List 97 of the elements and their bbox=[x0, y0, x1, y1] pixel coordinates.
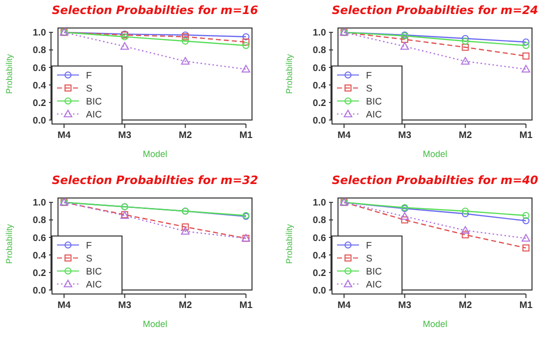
point bbox=[242, 42, 250, 50]
y-tick-label: 0.8 bbox=[312, 45, 326, 56]
x-tick-label: M3 bbox=[398, 130, 412, 141]
legend-label: AIC bbox=[86, 279, 102, 290]
point bbox=[400, 42, 409, 50]
x-tick-label: M2 bbox=[458, 130, 472, 141]
point bbox=[182, 223, 189, 230]
point bbox=[242, 64, 250, 72]
legend-label: S bbox=[366, 83, 372, 94]
point bbox=[181, 226, 190, 235]
y-axis-title: Probability bbox=[4, 223, 14, 264]
point bbox=[522, 217, 530, 224]
point bbox=[522, 244, 530, 252]
x-tick-label: M1 bbox=[239, 300, 254, 311]
y-tick-label: 0.4 bbox=[32, 80, 47, 92]
point bbox=[401, 216, 408, 224]
y-tick-label: 0.8 bbox=[32, 45, 46, 56]
point bbox=[400, 212, 409, 220]
y-tick-label: 1.0 bbox=[32, 198, 46, 209]
point bbox=[462, 44, 469, 51]
y-tick-label: 0.0 bbox=[312, 285, 326, 296]
x-axis-title: Model bbox=[142, 319, 168, 329]
point bbox=[461, 226, 470, 234]
chart-title: Selection Probabilties for m=32 bbox=[52, 173, 258, 187]
x-axis-title: Model bbox=[422, 319, 448, 329]
y-tick-label: 0.0 bbox=[32, 115, 46, 126]
point bbox=[522, 212, 530, 220]
chart-title: Selection Probabilties for m=16 bbox=[52, 3, 258, 17]
y-tick-label: 0.2 bbox=[312, 268, 326, 279]
legend-label: F bbox=[86, 240, 92, 252]
x-tick-label: M4 bbox=[57, 300, 72, 311]
legend-label: S bbox=[86, 253, 92, 264]
x-tick-label: M2 bbox=[458, 300, 472, 311]
point bbox=[522, 38, 530, 46]
y-tick-label: 0.6 bbox=[312, 62, 326, 74]
point bbox=[522, 64, 530, 72]
legend-label: F bbox=[366, 70, 372, 82]
x-axis-title: Model bbox=[142, 149, 168, 159]
chart-title: Selection Probabilties for m=40 bbox=[332, 173, 538, 187]
legend-label: F bbox=[86, 70, 92, 82]
x-tick-label: M1 bbox=[519, 300, 534, 311]
legend-label: BIC bbox=[366, 266, 382, 278]
legend-label: BIC bbox=[86, 96, 102, 108]
legend-label: S bbox=[86, 83, 92, 94]
point bbox=[242, 38, 250, 46]
legend-label: S bbox=[366, 253, 372, 264]
point bbox=[522, 52, 530, 60]
y-tick-label: 0.4 bbox=[32, 250, 47, 262]
x-axis-title: Model bbox=[422, 149, 448, 159]
y-tick-label: 0.4 bbox=[312, 250, 327, 262]
point bbox=[401, 36, 408, 43]
x-tick-label: M1 bbox=[519, 130, 534, 141]
y-tick-label: 1.0 bbox=[312, 198, 326, 209]
point bbox=[462, 38, 469, 45]
y-tick-label: 0.0 bbox=[312, 115, 326, 126]
y-tick-label: 0.4 bbox=[312, 80, 327, 92]
x-tick-label: M4 bbox=[337, 300, 352, 311]
y-tick-label: 0.6 bbox=[312, 232, 326, 244]
chart-title: Selection Probabilties for m=24 bbox=[332, 3, 538, 17]
y-axis-title: Probability bbox=[284, 53, 294, 94]
point bbox=[462, 231, 469, 238]
point bbox=[522, 42, 530, 50]
legend-label: BIC bbox=[366, 96, 382, 108]
y-axis-title: Probability bbox=[4, 53, 14, 94]
point bbox=[522, 234, 530, 242]
y-tick-label: 1.0 bbox=[32, 28, 46, 39]
point bbox=[461, 56, 470, 65]
x-tick-label: M2 bbox=[178, 300, 192, 311]
y-tick-label: 0.6 bbox=[32, 62, 46, 74]
legend-label: F bbox=[366, 240, 372, 252]
x-tick-label: M3 bbox=[118, 300, 132, 311]
legend-label: AIC bbox=[366, 279, 382, 290]
y-tick-label: 0.8 bbox=[312, 215, 326, 226]
legend-label: AIC bbox=[366, 109, 382, 120]
point bbox=[462, 35, 469, 42]
x-tick-label: M4 bbox=[337, 130, 352, 141]
y-tick-label: 0.2 bbox=[32, 268, 46, 279]
point bbox=[181, 56, 190, 65]
point bbox=[120, 42, 129, 50]
y-tick-label: 0.2 bbox=[312, 98, 326, 109]
y-tick-label: 1.0 bbox=[312, 28, 326, 39]
point bbox=[242, 33, 250, 40]
legend-label: BIC bbox=[86, 266, 102, 278]
legend-label: AIC bbox=[86, 109, 102, 120]
point bbox=[182, 38, 189, 45]
point bbox=[462, 208, 469, 215]
x-tick-label: M4 bbox=[57, 130, 72, 141]
y-tick-label: 0.8 bbox=[32, 215, 46, 226]
x-tick-label: M3 bbox=[118, 130, 132, 141]
y-tick-label: 0.0 bbox=[32, 285, 46, 296]
y-tick-label: 0.6 bbox=[32, 232, 46, 244]
x-tick-label: M2 bbox=[178, 130, 192, 141]
x-tick-label: M1 bbox=[239, 130, 254, 141]
x-tick-label: M3 bbox=[398, 300, 412, 311]
y-tick-label: 0.2 bbox=[32, 98, 46, 109]
y-axis-title: Probability bbox=[284, 223, 294, 264]
point bbox=[462, 210, 469, 218]
